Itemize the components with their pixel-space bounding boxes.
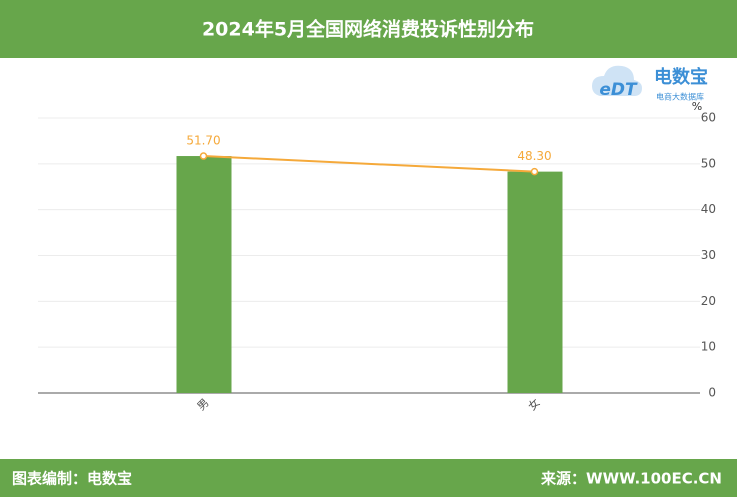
line-point	[199, 152, 208, 160]
line-point	[530, 167, 539, 176]
y-tick-label: 60	[701, 111, 716, 125]
y-tick-label: 10	[701, 340, 716, 354]
y-tick-label: 50	[701, 156, 716, 170]
logo-name: 电数宝	[654, 66, 708, 88]
bar	[176, 156, 232, 393]
y-tick-label: 30	[701, 248, 716, 262]
logo-tagline: 电商大数据库	[656, 92, 704, 102]
header-bar	[0, 0, 737, 58]
value-label: 48.30	[517, 149, 551, 163]
y-tick-label: 40	[701, 202, 716, 216]
y-tick-label: 0	[708, 386, 716, 400]
y-tick-label: 20	[701, 294, 716, 308]
footer-right: 来源：WWW.100EC.CN	[540, 470, 722, 488]
logo-cloud	[592, 65, 642, 96]
footer-left: 图表编制：电数宝	[12, 470, 132, 488]
chart-title: 2024年5月全国网络消费投诉性别分布	[202, 18, 534, 41]
footer-bar	[0, 459, 737, 497]
y-axis-label: %	[692, 100, 702, 113]
line	[203, 155, 535, 173]
x-tick-label: 男	[195, 396, 212, 413]
logo-mark: eDT	[599, 80, 638, 100]
value-label: 51.70	[186, 134, 220, 148]
x-tick-label: 女	[525, 395, 543, 413]
bar	[507, 171, 563, 393]
